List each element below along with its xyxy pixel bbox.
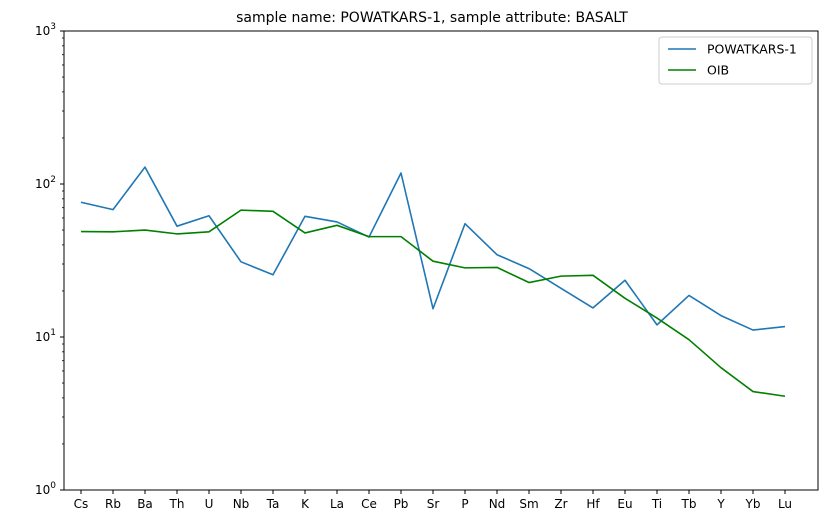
x-tick-label: Hf (586, 497, 600, 511)
y-tick-label: 102 (35, 175, 56, 191)
y-tick-label: 103 (35, 22, 56, 38)
legend-frame (658, 36, 813, 85)
y-tick-exponent: 3 (50, 22, 56, 32)
x-tick-label: Ti (651, 497, 662, 511)
legend-label-2: OIB (707, 63, 729, 78)
chart-title: sample name: POWATKARS-1, sample attribu… (236, 10, 628, 26)
x-tick-label: Rb (105, 497, 121, 511)
plot-area (63, 30, 819, 491)
y-tick-label: 101 (35, 328, 56, 344)
x-tick-label: Sm (519, 497, 538, 511)
x-tick-label: Yb (745, 497, 761, 511)
y-tick-base: 10 (35, 24, 50, 38)
x-tick-label: Cs (74, 497, 89, 511)
plot-frame (63, 30, 819, 491)
y-tick-exponent: 0 (50, 481, 56, 491)
x-tick-label: U (205, 497, 214, 511)
x-tick-label: Ba (137, 497, 153, 511)
y-tick-label: 100 (35, 481, 56, 497)
x-tick-label: K (301, 497, 310, 511)
x-tick-label: Ta (266, 497, 280, 511)
x-tick-label: Nb (233, 497, 250, 511)
x-tick-label: Eu (617, 497, 632, 511)
x-tick-label: Y (716, 497, 725, 511)
series-layer (80, 166, 786, 398)
x-tick-label: Sr (427, 497, 440, 511)
x-tick-label: Nd (489, 497, 506, 511)
y-tick-base: 10 (35, 483, 50, 497)
legend-label-1: POWATKARS-1 (707, 42, 797, 57)
x-tick-label: Tb (681, 497, 697, 511)
x-axis: Cs Rb Ba Th U Nb Ta K La Ce Pb Sr P Nd Sm Zr Hf Eu Ti Tb Y Yb… (74, 490, 792, 511)
x-tick-label: La (330, 497, 344, 511)
x-tick-label: Ce (361, 497, 377, 511)
legend: POWATKARS-1 OIB (658, 36, 813, 85)
series-line-1 (80, 166, 786, 331)
x-tick-label: Pb (394, 497, 409, 511)
x-tick-label: P (461, 497, 468, 511)
x-tick-label: Lu (778, 497, 792, 511)
y-tick-exponent: 2 (50, 175, 56, 185)
y-tick-base: 10 (35, 330, 50, 344)
x-tick-label: Th (169, 497, 185, 511)
y-tick-exponent: 1 (50, 328, 56, 338)
x-tick-label: Zr (554, 497, 567, 511)
y-tick-base: 10 (35, 177, 50, 191)
